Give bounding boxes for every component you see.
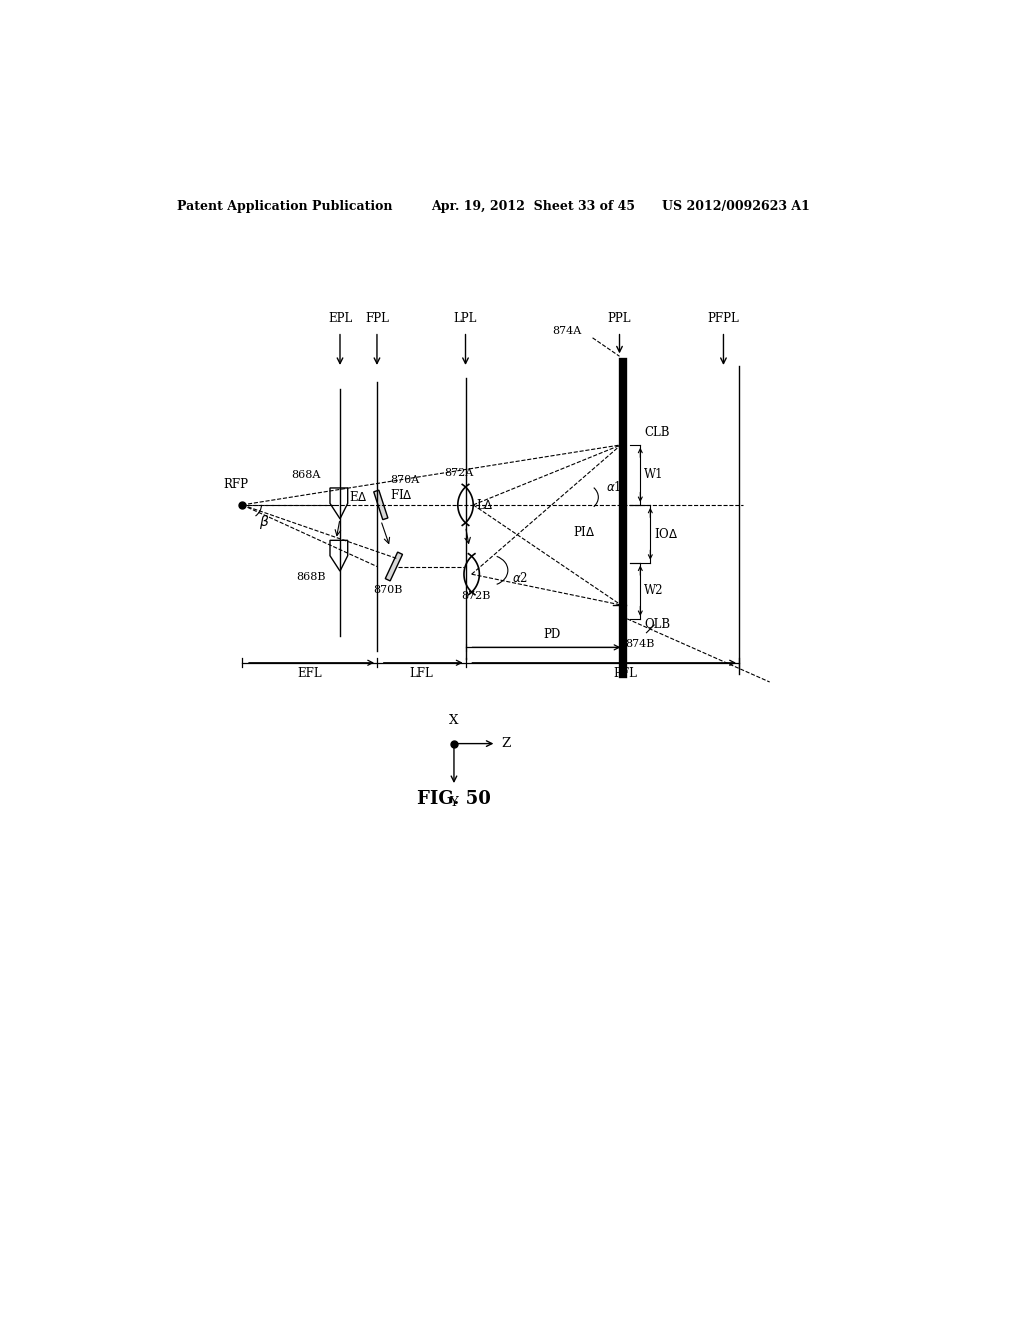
Text: PFL: PFL xyxy=(613,667,637,680)
Text: W1: W1 xyxy=(644,469,664,482)
Polygon shape xyxy=(385,552,402,581)
Text: 868B: 868B xyxy=(297,573,326,582)
Text: 874A: 874A xyxy=(552,326,581,335)
Text: FI$\Delta$: FI$\Delta$ xyxy=(390,488,413,502)
Text: 870A: 870A xyxy=(390,475,419,486)
Text: X: X xyxy=(450,714,459,726)
Text: Apr. 19, 2012  Sheet 33 of 45: Apr. 19, 2012 Sheet 33 of 45 xyxy=(431,199,635,213)
Polygon shape xyxy=(374,490,388,520)
Text: 872B: 872B xyxy=(461,591,490,601)
Text: RFP: RFP xyxy=(223,478,249,491)
Text: 870B: 870B xyxy=(373,586,402,595)
Text: $\beta$: $\beta$ xyxy=(258,513,269,532)
Text: EFL: EFL xyxy=(297,667,322,680)
Text: L$\Delta$: L$\Delta$ xyxy=(476,498,494,512)
Text: PFPL: PFPL xyxy=(708,313,739,326)
Text: 874B: 874B xyxy=(626,639,655,649)
Text: US 2012/0092623 A1: US 2012/0092623 A1 xyxy=(662,199,810,213)
Text: CLB: CLB xyxy=(644,425,670,438)
Text: IO$\Delta$: IO$\Delta$ xyxy=(654,527,678,541)
Text: EPL: EPL xyxy=(328,313,352,326)
Text: PD: PD xyxy=(544,628,561,642)
Text: PPL: PPL xyxy=(608,313,631,326)
Text: 868A: 868A xyxy=(292,470,321,480)
Text: LPL: LPL xyxy=(454,313,477,326)
Text: FIG. 50: FIG. 50 xyxy=(417,791,490,808)
Text: Patent Application Publication: Patent Application Publication xyxy=(177,199,392,213)
Text: $\alpha$2: $\alpha$2 xyxy=(512,572,527,585)
Text: W2: W2 xyxy=(644,585,664,597)
Text: PI$\Delta$: PI$\Delta$ xyxy=(573,525,596,539)
Text: Y: Y xyxy=(450,796,459,809)
Text: Z: Z xyxy=(502,737,511,750)
Text: 872A: 872A xyxy=(444,467,474,478)
Text: $\alpha$1: $\alpha$1 xyxy=(606,480,622,494)
Text: OLB: OLB xyxy=(644,618,671,631)
Text: E$\Delta$: E$\Delta$ xyxy=(349,490,368,504)
Text: FPL: FPL xyxy=(365,313,389,326)
Text: LFL: LFL xyxy=(410,667,433,680)
